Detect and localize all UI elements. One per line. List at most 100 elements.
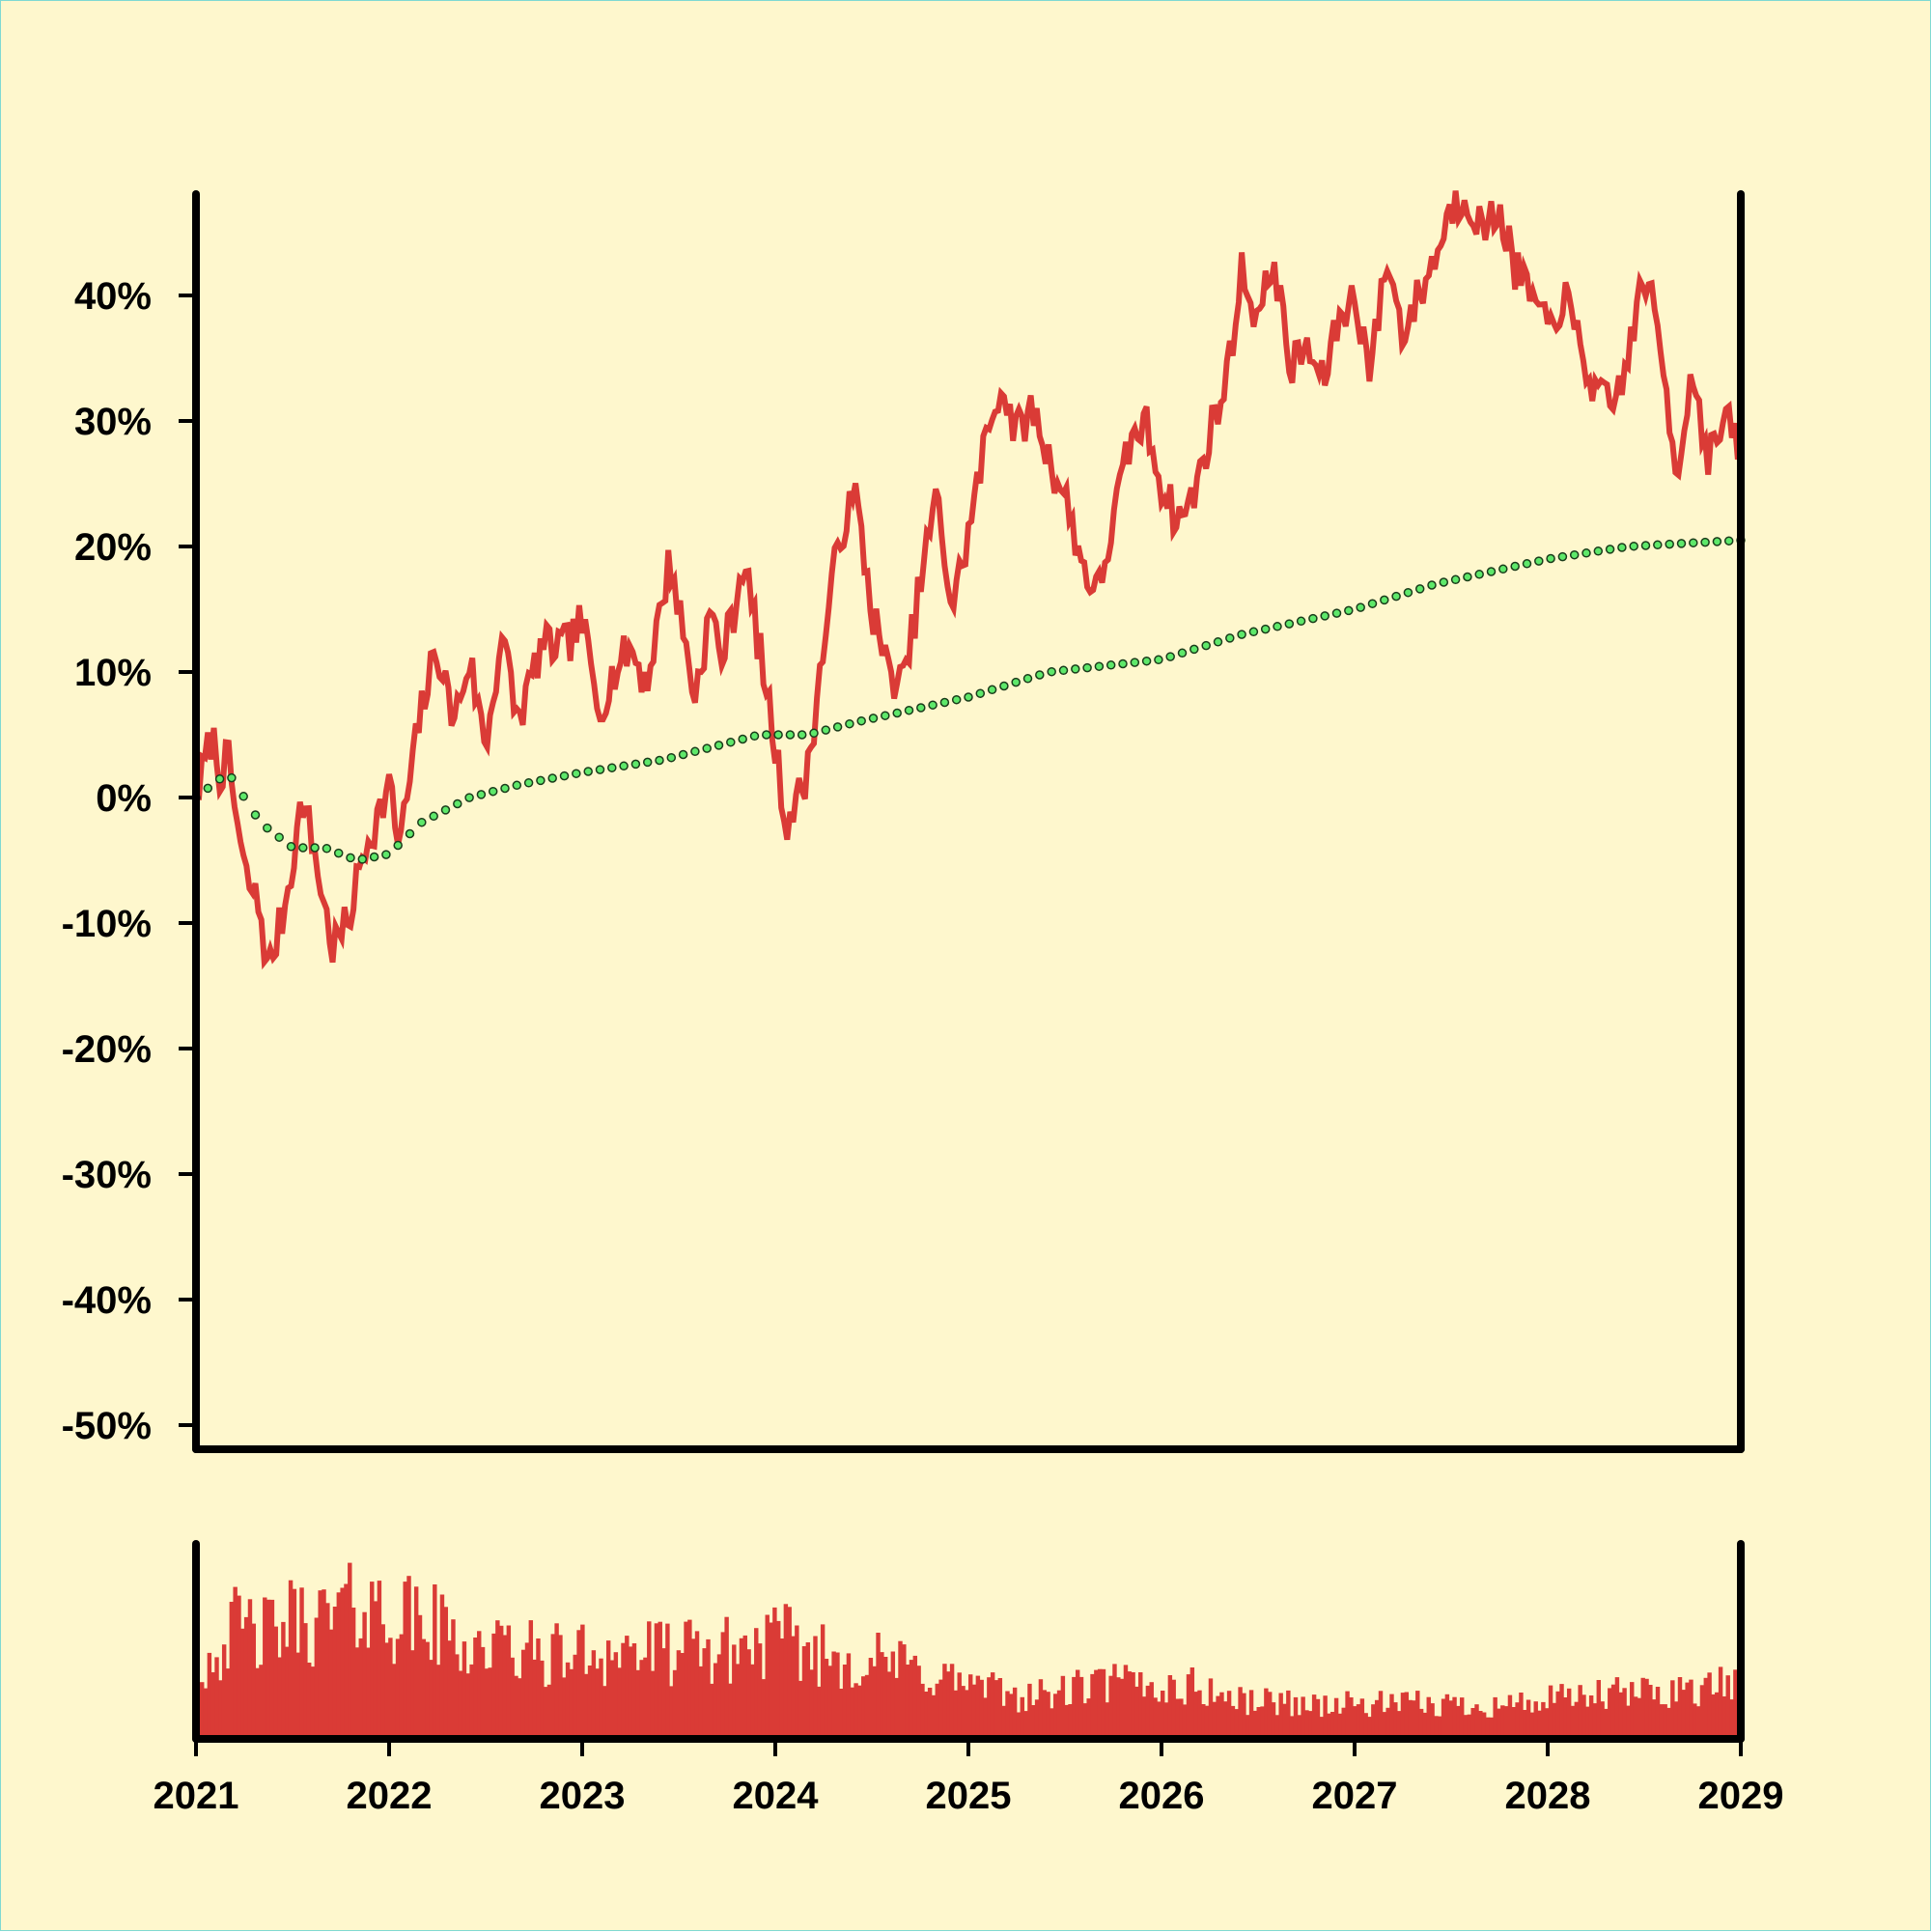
- volume-bar: [1311, 1694, 1317, 1739]
- trend-point: [666, 752, 677, 763]
- volume-bar: [702, 1648, 707, 1739]
- volume-bar: [827, 1666, 833, 1739]
- volume-bar: [1545, 1708, 1550, 1739]
- volume-bar: [569, 1668, 574, 1739]
- volume-bar: [1201, 1704, 1206, 1739]
- volume-bar: [1685, 1682, 1690, 1739]
- volume-bar: [920, 1683, 925, 1739]
- trend-point: [1593, 546, 1604, 556]
- volume-bar: [665, 1623, 670, 1739]
- volume-bar: [1349, 1697, 1354, 1739]
- volume-bar: [421, 1638, 427, 1739]
- volume-bar: [983, 1697, 988, 1739]
- volume-bar: [1456, 1705, 1461, 1739]
- volume-bar: [455, 1654, 460, 1739]
- trend-point: [1260, 624, 1271, 634]
- volume-bar: [528, 1620, 534, 1739]
- volume-bar: [1574, 1701, 1580, 1739]
- x-tick-label: 2026: [1119, 1775, 1205, 1817]
- volume-bar: [1622, 1688, 1627, 1739]
- x-tick-label: 2021: [154, 1775, 239, 1817]
- trend-point: [440, 805, 451, 815]
- volume-bar: [1715, 1692, 1720, 1739]
- volume-bar: [269, 1599, 275, 1739]
- volume-bar: [1031, 1705, 1036, 1739]
- y-tick-label: 40%: [74, 275, 152, 318]
- trend-point: [310, 843, 320, 853]
- volume-bar: [1108, 1675, 1113, 1739]
- volume-bar: [912, 1655, 918, 1739]
- volume-bar: [210, 1672, 215, 1739]
- volume-bar: [1271, 1702, 1276, 1739]
- trend-point: [1700, 537, 1710, 547]
- volume-bar: [864, 1674, 870, 1739]
- volume-bar: [1695, 1706, 1701, 1739]
- volume-bar: [876, 1633, 881, 1739]
- volume-bar: [310, 1666, 316, 1739]
- x-tick-label: 2025: [926, 1775, 1012, 1817]
- volume-bar: [1371, 1704, 1376, 1739]
- volume-bar: [1470, 1708, 1475, 1739]
- volume-bar: [1511, 1707, 1516, 1739]
- volume-bar: [413, 1586, 419, 1739]
- trend-point: [203, 783, 213, 794]
- volume-bar: [1703, 1677, 1708, 1739]
- volume-bar: [1090, 1673, 1095, 1739]
- volume-bar: [306, 1663, 312, 1739]
- y-tick-label: 10%: [74, 652, 152, 694]
- volume-bar: [277, 1657, 282, 1739]
- volume-bar: [1673, 1701, 1679, 1739]
- trend-point: [832, 722, 843, 732]
- volume-bar: [1005, 1691, 1010, 1739]
- volume-bar: [894, 1677, 899, 1739]
- volume-bar: [510, 1657, 515, 1739]
- volume-bar: [439, 1594, 445, 1739]
- volume-bar: [1519, 1693, 1524, 1739]
- volume-bar: [1315, 1698, 1321, 1739]
- trend-point: [607, 763, 617, 772]
- volume-bar: [1610, 1684, 1616, 1739]
- trend-point: [1154, 655, 1163, 665]
- volume-bar: [576, 1630, 581, 1739]
- trend-point: [1273, 622, 1282, 631]
- volume-bar: [942, 1664, 947, 1739]
- trend-point: [1414, 584, 1425, 594]
- volume-bar: [377, 1581, 382, 1739]
- volume-bar: [801, 1646, 807, 1739]
- volume-bar: [388, 1638, 393, 1739]
- volume-bar: [358, 1638, 363, 1739]
- volume-bar: [1053, 1694, 1058, 1739]
- volume-bar: [1718, 1666, 1723, 1739]
- volume-bar: [410, 1650, 415, 1739]
- volume-bar: [1248, 1690, 1254, 1739]
- trend-point: [1201, 640, 1211, 651]
- volume-bar: [654, 1623, 659, 1739]
- trend-point: [393, 840, 403, 851]
- trend-point: [1165, 652, 1175, 661]
- trend-point: [583, 767, 593, 776]
- volume-bar: [1670, 1680, 1675, 1739]
- volume-bar: [1359, 1698, 1365, 1739]
- trend-point: [547, 773, 557, 783]
- volume-bar: [473, 1638, 478, 1739]
- trend-point: [1427, 580, 1437, 590]
- trend-point: [286, 842, 296, 852]
- volume-bar: [350, 1608, 356, 1739]
- trend-point: [1141, 656, 1152, 666]
- volume-bar: [938, 1679, 943, 1739]
- volume-bar: [314, 1617, 320, 1739]
- volume-bar: [735, 1664, 741, 1739]
- volume-bar: [791, 1636, 796, 1739]
- volume-bar: [1400, 1693, 1406, 1739]
- trend-point: [1022, 674, 1033, 684]
- trend-point: [263, 823, 272, 833]
- volume-bar: [739, 1638, 744, 1739]
- volume-bar: [609, 1660, 615, 1739]
- trend-point: [1653, 540, 1663, 550]
- volume-bar: [1131, 1672, 1135, 1739]
- trend-point: [322, 844, 332, 854]
- trend-point: [559, 770, 570, 781]
- trend-point: [1581, 548, 1591, 558]
- volume-bar: [229, 1602, 235, 1739]
- trend-point: [1450, 574, 1461, 585]
